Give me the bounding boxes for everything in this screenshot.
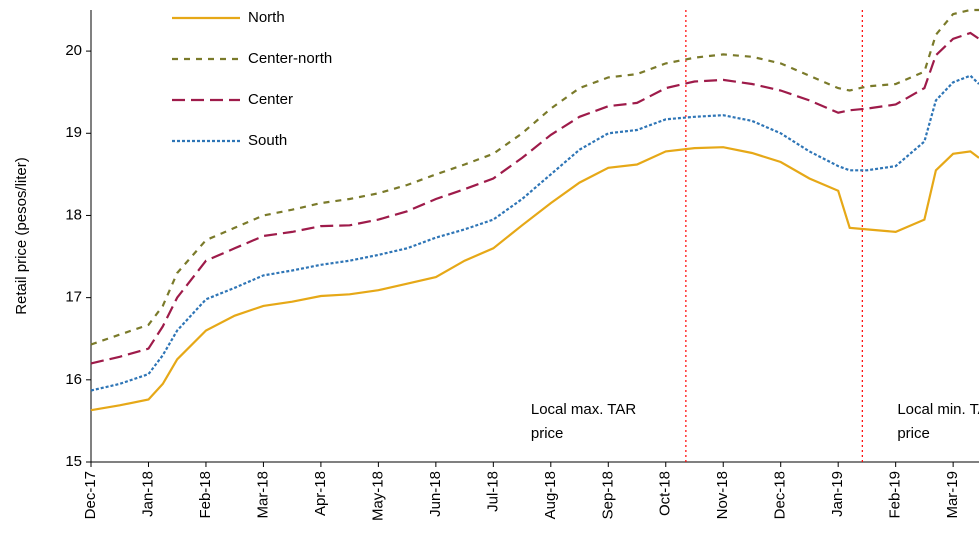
x-tick-label: May-18 xyxy=(369,471,386,521)
x-tick-label: Dec-17 xyxy=(82,471,99,519)
y-tick-label: 16 xyxy=(65,371,82,388)
x-tick-label: Sep-18 xyxy=(599,471,616,519)
y-tick-label: 20 xyxy=(65,42,82,59)
x-tick-label: Apr-18 xyxy=(312,471,329,516)
x-tick-label: Jan-18 xyxy=(139,471,156,517)
x-tick-label: Oct-18 xyxy=(657,471,674,516)
x-tick-label: Feb-18 xyxy=(197,471,214,519)
y-axis-label: Retail price (pesos/liter) xyxy=(13,157,30,315)
series-line xyxy=(90,146,979,412)
x-tick-label: Mar-19 xyxy=(944,471,961,519)
series-line xyxy=(90,74,979,392)
annotation: Local min. TAR price xyxy=(897,401,979,442)
x-tick-label: Nov-18 xyxy=(714,471,731,519)
y-tick-label: 18 xyxy=(65,206,82,223)
x-tick-label: Feb-19 xyxy=(887,471,904,519)
x-tick-label: Jun-18 xyxy=(427,471,444,517)
series-line xyxy=(90,31,979,365)
y-tick-label: 19 xyxy=(65,124,82,141)
legend-label: North xyxy=(248,9,285,26)
legend-label: Center xyxy=(248,91,293,108)
series-line xyxy=(90,8,979,346)
legend-label: Center-north xyxy=(248,50,332,67)
x-tick-label: Aug-18 xyxy=(542,471,559,519)
x-tick-label: Mar-18 xyxy=(254,471,271,519)
legend-label: South xyxy=(248,132,287,149)
y-tick-label: 17 xyxy=(65,289,82,306)
annotation: Local max. TAR price xyxy=(530,401,637,442)
x-tick-label: Jul-18 xyxy=(484,471,501,512)
y-tick-label: 15 xyxy=(65,453,82,470)
x-tick-label: Dec-18 xyxy=(772,471,789,519)
x-tick-label: Jan-19 xyxy=(829,471,846,517)
